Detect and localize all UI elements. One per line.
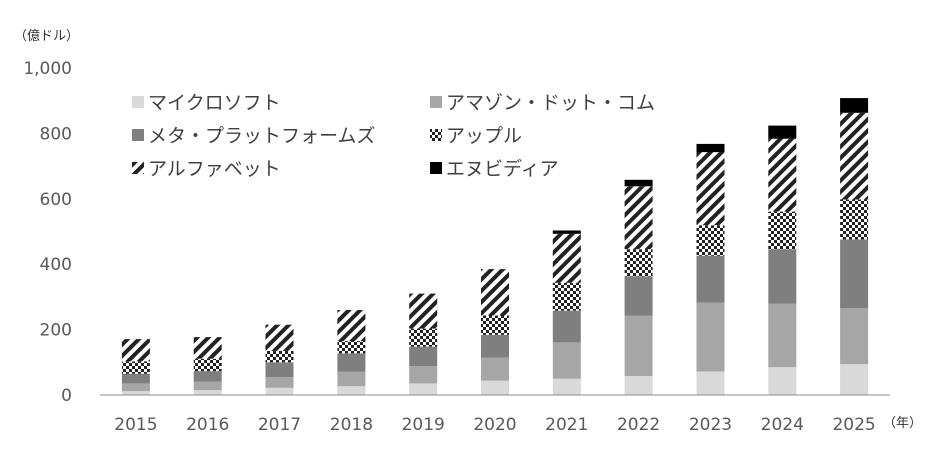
bar-segment-3	[696, 225, 725, 256]
bar-segment-2	[409, 346, 438, 367]
x-axis-tick-labels: 2015 2016 2017 2018 2019 2020 2021 2022 2023 2024…	[114, 415, 875, 435]
x-tick-label: 2025	[832, 415, 875, 435]
bar-segment-3	[265, 350, 294, 363]
legend-swatch	[132, 96, 144, 108]
x-tick-label: 2022	[617, 415, 660, 435]
bars-layer	[121, 98, 869, 395]
y-tick-label: 0	[61, 386, 72, 406]
bar-segment-2	[265, 362, 294, 377]
legend-label: マイクロソフト	[148, 92, 281, 114]
bar-segment-4	[624, 186, 653, 250]
x-tick-label: 2018	[330, 415, 373, 435]
x-tick-label: 2019	[402, 415, 445, 435]
legend-swatch	[430, 162, 442, 174]
bar-segment-2	[840, 239, 869, 308]
bar-segment-2	[121, 373, 150, 384]
bar-segment-1	[121, 383, 150, 392]
bar-segment-5	[696, 143, 725, 153]
bar-segment-1	[552, 342, 581, 379]
x-tick-label: 2015	[114, 415, 157, 435]
bar-segment-4	[265, 324, 294, 351]
bar-segment-1	[265, 377, 294, 388]
bar-segment-5	[768, 125, 797, 139]
x-tick-label: 2024	[761, 415, 804, 435]
bar-segment-4	[696, 152, 725, 226]
y-tick-label: 400	[40, 255, 72, 275]
legend-label: アップル	[446, 125, 522, 147]
bar-segment-5	[624, 179, 653, 187]
bar-segment-2	[696, 255, 725, 303]
bar-segment-3	[193, 358, 222, 372]
legend-swatch	[132, 129, 144, 141]
bar-segment-1	[481, 357, 509, 381]
legend-swatch	[430, 129, 442, 141]
bar-segment-4	[337, 310, 366, 342]
y-axis-tick-labels: 0 200 400 600 800 1,000	[23, 59, 72, 406]
legend-swatch	[430, 96, 442, 108]
bar-segment-2	[481, 334, 509, 358]
bar-segment-3	[624, 249, 653, 277]
bar-segment-0	[696, 371, 725, 395]
bar-segment-3	[409, 328, 438, 347]
bar-segment-4	[481, 269, 509, 316]
bar-segment-2	[193, 371, 222, 382]
bar-segment-3	[840, 199, 869, 240]
bar-segment-3	[552, 282, 581, 311]
bar-segment-4	[409, 293, 438, 329]
bar-segment-2	[337, 353, 366, 372]
bar-segment-5	[552, 230, 581, 234]
x-tick-label: 2021	[545, 415, 588, 435]
bar-segment-4	[121, 339, 150, 362]
bar-segment-0	[624, 376, 653, 395]
y-tick-label: 1,000	[23, 59, 72, 79]
bar-segment-2	[552, 310, 581, 343]
bar-segment-0	[337, 386, 366, 395]
bar-segment-1	[193, 381, 222, 391]
bar-segment-3	[121, 361, 150, 374]
x-tick-label: 2020	[473, 415, 516, 435]
y-tick-label: 600	[40, 190, 72, 210]
bar-segment-0	[121, 391, 150, 395]
bar-segment-2	[768, 249, 797, 304]
x-tick-label: 2023	[689, 415, 732, 435]
bar-segment-0	[840, 364, 869, 395]
bar-segment-1	[337, 371, 366, 387]
bar-segment-0	[265, 387, 294, 395]
bar-segment-1	[409, 366, 438, 384]
x-tick-label: 2016	[186, 415, 229, 435]
bar-segment-3	[337, 341, 366, 354]
x-axis-unit-label: （年）	[883, 416, 922, 431]
bar-segment-3	[768, 211, 797, 250]
y-tick-label: 200	[40, 321, 72, 341]
bar-segment-1	[624, 315, 653, 376]
bar-segment-4	[840, 112, 869, 200]
bar-segment-0	[552, 378, 581, 395]
bar-segment-1	[696, 302, 725, 372]
bar-segment-2	[624, 276, 653, 316]
bar-segment-0	[768, 367, 797, 395]
bar-segment-3	[481, 315, 509, 335]
y-tick-label: 800	[40, 124, 72, 144]
bar-segment-4	[193, 337, 222, 359]
legend-label: メタ・プラットフォームズ	[148, 125, 375, 147]
y-axis-unit-label: （億ドル）	[14, 28, 79, 44]
bar-segment-4	[768, 138, 797, 212]
bar-segment-0	[481, 380, 509, 395]
legend-swatch	[132, 162, 144, 174]
bar-segment-5	[840, 98, 869, 113]
legend-label: エヌビディア	[446, 158, 559, 180]
legend-label: アマゾン・ドット・コム	[446, 92, 655, 114]
bar-segment-1	[840, 308, 869, 365]
bar-segment-0	[409, 383, 438, 395]
bar-segment-1	[768, 303, 797, 368]
legend-label: アルファベット	[148, 158, 281, 180]
bar-segment-0	[193, 390, 222, 395]
x-tick-label: 2017	[258, 415, 301, 435]
bar-segment-4	[552, 233, 581, 283]
